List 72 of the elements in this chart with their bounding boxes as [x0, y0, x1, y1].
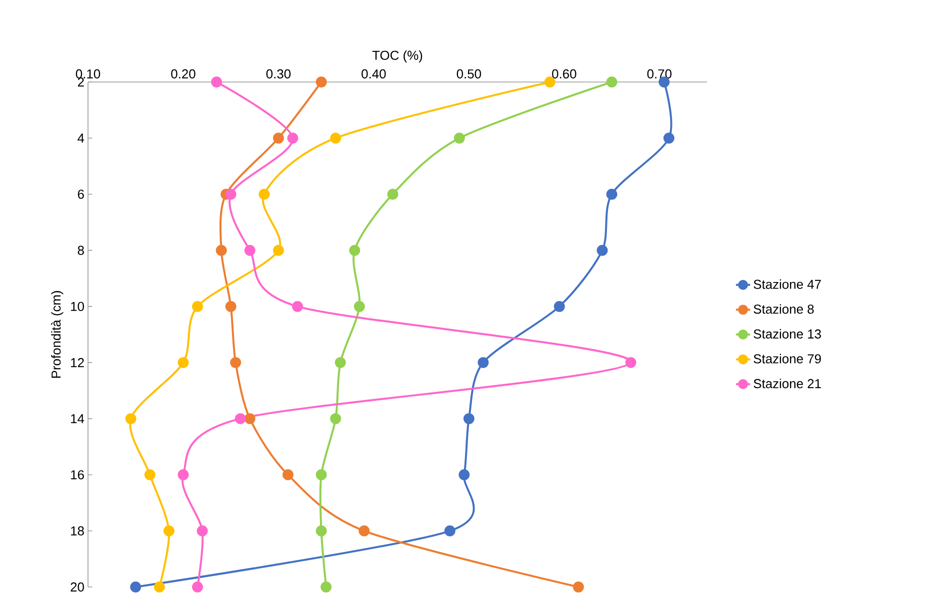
x-tick-label: 0.30	[266, 69, 291, 78]
x-tick-label: 0.70	[647, 69, 672, 78]
point	[334, 357, 346, 368]
y-tick-label: 12	[71, 358, 84, 368]
point	[354, 300, 365, 312]
point	[606, 188, 618, 200]
point	[606, 76, 618, 88]
legend-label: Stazione 13	[754, 329, 821, 339]
point	[292, 300, 303, 312]
point	[196, 525, 208, 536]
point	[192, 582, 203, 592]
point	[349, 244, 360, 256]
point	[272, 132, 284, 144]
point	[387, 188, 398, 200]
y-tick-label: 6	[78, 190, 84, 199]
y-tick-label: 16	[71, 470, 84, 480]
point	[154, 582, 165, 592]
y-tick-label: 8	[78, 246, 84, 255]
point	[282, 469, 294, 480]
point	[178, 469, 189, 480]
x-tick-label: 0.20	[171, 69, 196, 78]
y-axis-title: Profondità (cm)	[51, 291, 64, 378]
point	[125, 413, 136, 424]
point	[572, 582, 584, 592]
point	[225, 300, 236, 312]
y-tick-label: 20	[70, 582, 84, 592]
point	[211, 76, 222, 88]
point	[463, 413, 474, 424]
point	[130, 582, 142, 592]
point	[554, 300, 565, 312]
point	[478, 357, 489, 368]
x-tick-label: 0.60	[552, 69, 576, 78]
point	[316, 525, 327, 536]
point	[272, 244, 284, 256]
point	[330, 132, 342, 144]
point	[663, 132, 674, 144]
x-tick-label: 0.50	[456, 69, 482, 78]
y-tick-label: 18	[71, 526, 84, 536]
point	[144, 469, 156, 480]
point	[234, 413, 246, 424]
point	[230, 357, 242, 368]
point	[358, 525, 370, 536]
point	[316, 469, 327, 480]
legend-label: Stazione 79	[754, 354, 821, 364]
y-tick-label: 4	[78, 134, 84, 143]
point	[330, 413, 342, 424]
point	[444, 525, 456, 536]
point	[244, 413, 256, 424]
point	[178, 357, 189, 368]
point	[216, 244, 227, 256]
x-axis-title: TOC (%)	[372, 50, 422, 62]
point	[544, 76, 556, 88]
legend-label: Stazione 47	[754, 279, 821, 289]
x-tick-label: 0.40	[362, 69, 386, 78]
point	[596, 244, 608, 256]
legend-label: Stazione 21	[754, 378, 821, 388]
point	[458, 469, 470, 480]
point	[625, 357, 636, 368]
point	[225, 188, 236, 200]
legend-label: Stazione 8	[754, 304, 814, 314]
y-tick-label: 14	[71, 414, 84, 424]
x-tick-label: 0.10	[76, 69, 100, 78]
point	[320, 582, 332, 592]
point	[192, 300, 203, 312]
point	[287, 132, 298, 144]
y-tick-label: 2	[78, 77, 84, 87]
point	[454, 132, 465, 144]
point	[258, 188, 270, 200]
point	[316, 76, 327, 88]
y-tick-label: 10	[71, 302, 84, 312]
point	[244, 244, 256, 256]
point	[163, 525, 174, 536]
